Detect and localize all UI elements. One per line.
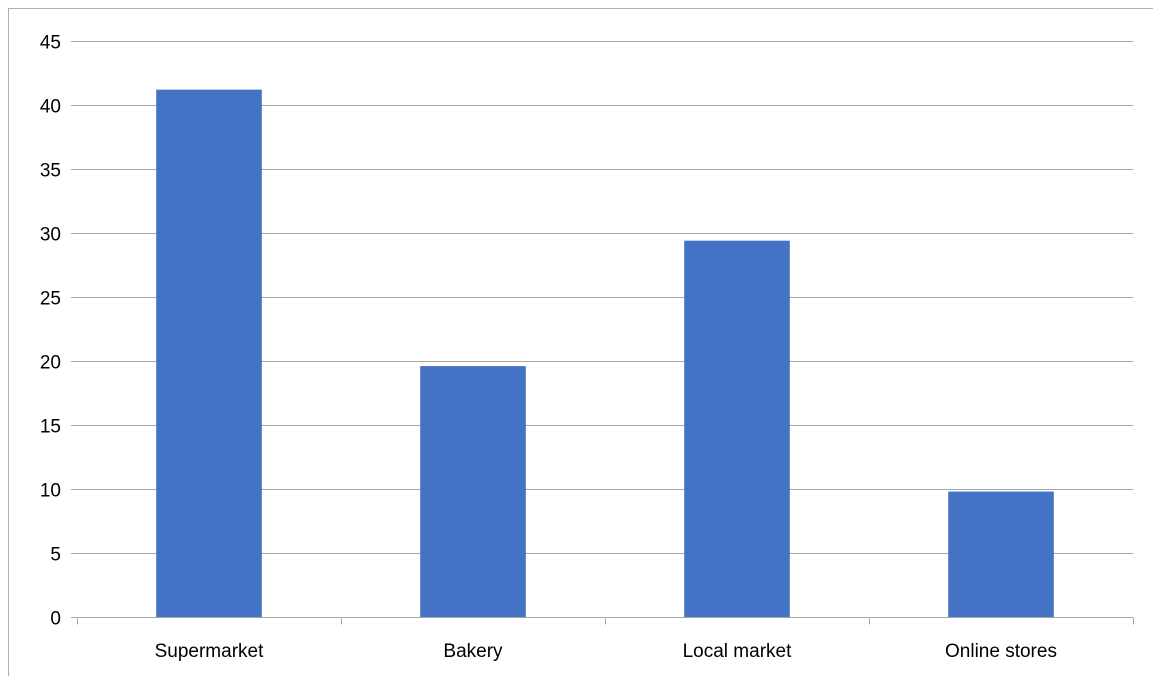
bar-local-market	[684, 240, 790, 617]
y-axis-ticks: 0 5 10 15 20 25 30 35 40 45	[40, 33, 77, 630]
y-tick-label: 10	[40, 481, 61, 502]
y-tick-label: 30	[40, 225, 61, 246]
x-tick-label: Supermarket	[155, 641, 264, 662]
y-tick-label: 40	[40, 97, 61, 118]
y-tick-label: 0	[50, 609, 61, 630]
y-tick-label: 45	[40, 33, 61, 54]
x-tick-label: Local market	[683, 641, 792, 662]
y-tick-label: 25	[40, 289, 61, 310]
bars	[156, 89, 1054, 617]
x-tick-label: Online stores	[945, 641, 1057, 662]
x-tick-label: Bakery	[443, 641, 503, 662]
chart-frame: 0 5 10 15 20 25 30 35 40 45 Supermarket Bakery Loca…	[8, 8, 1153, 676]
bar-online-stores	[948, 491, 1054, 617]
bar-supermarket	[156, 89, 262, 617]
y-tick-label: 5	[50, 545, 61, 566]
x-axis-ticks: Supermarket Bakery Local market Online stor…	[155, 641, 1057, 662]
bar-chart: 0 5 10 15 20 25 30 35 40 45 Supermarket Bakery Loca…	[40, 33, 1134, 662]
x-axis	[77, 617, 1134, 625]
bar-bakery	[420, 366, 526, 617]
y-tick-label: 20	[40, 353, 61, 374]
y-tick-label: 35	[40, 161, 61, 182]
y-tick-label: 15	[40, 417, 61, 438]
